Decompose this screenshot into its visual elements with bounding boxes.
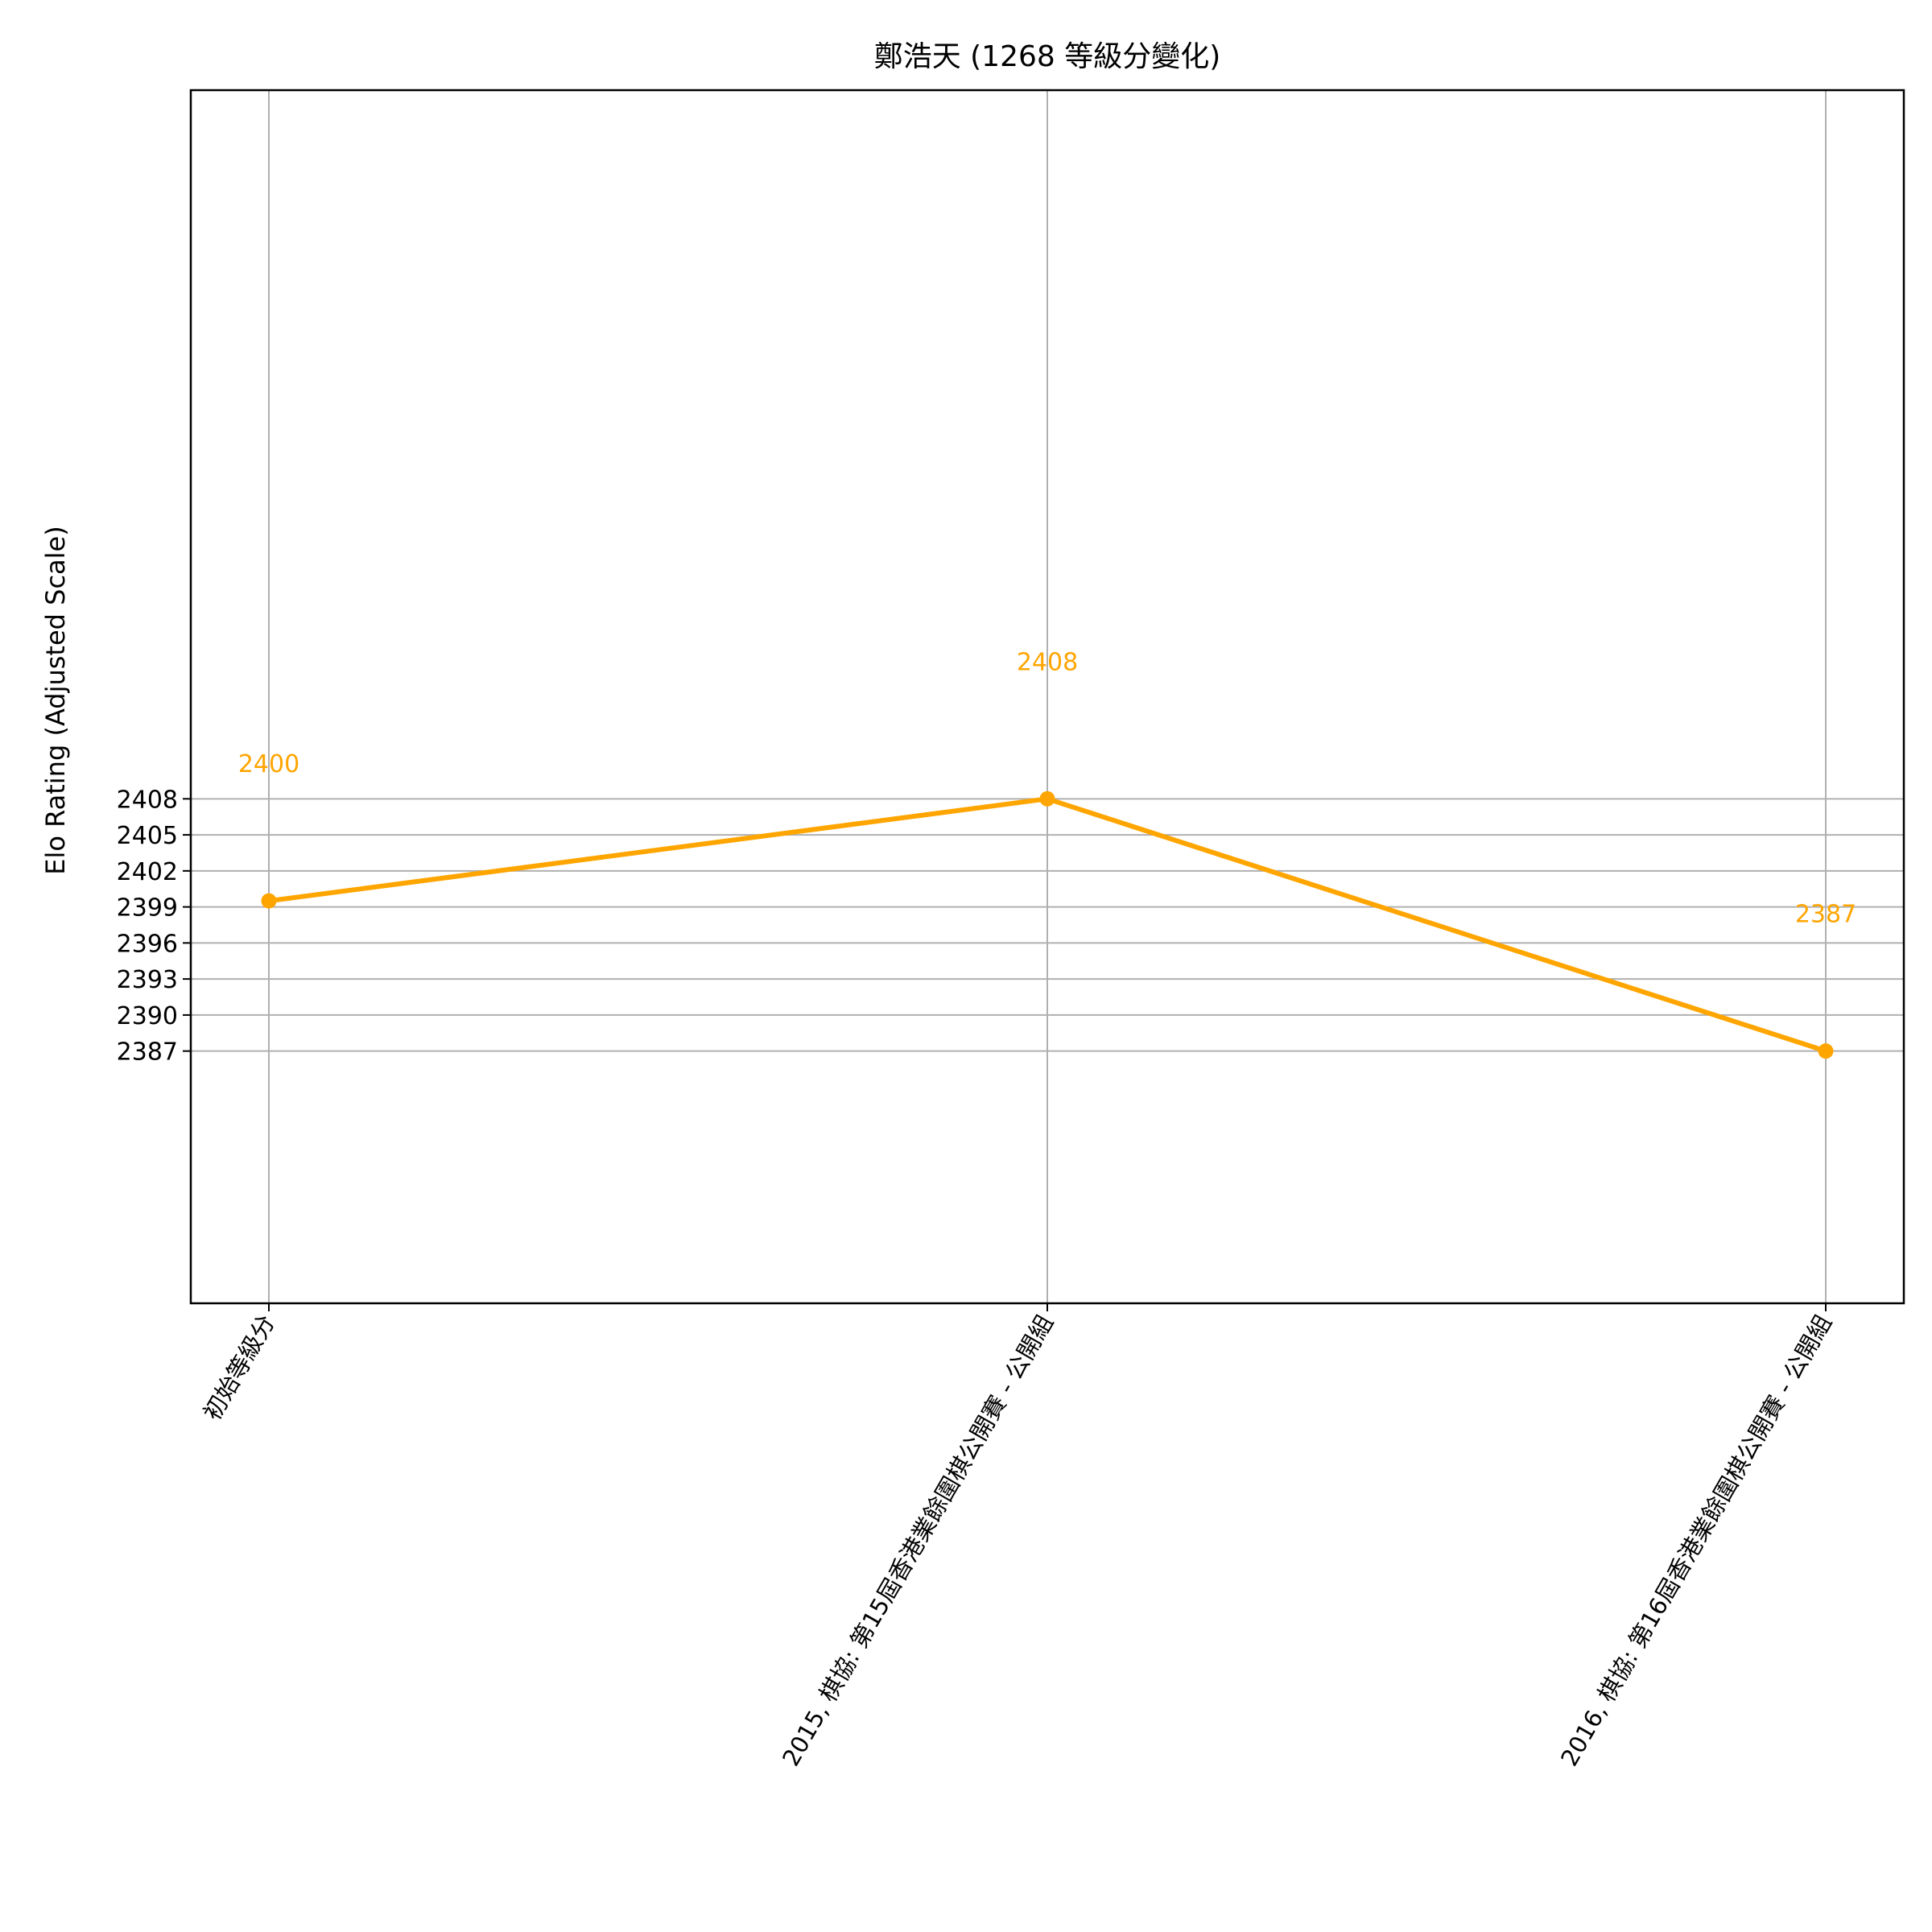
data-label: 2387	[1795, 901, 1856, 929]
data-label: 2408	[1017, 648, 1078, 676]
data-labels: 2400 2408 2387	[238, 648, 1856, 928]
grid-lines	[191, 90, 1904, 1303]
series-line-group	[261, 791, 1834, 1059]
y-tick-label: 2408	[117, 786, 178, 814]
y-tick-label: 2402	[117, 858, 178, 886]
plot-frame	[189, 89, 1905, 1305]
data-point	[1818, 1043, 1834, 1059]
y-tick-label: 2405	[117, 822, 178, 850]
y-tick-label: 2396	[117, 930, 178, 958]
chart-title: 鄭浩天 (1268 等級分變化)	[874, 40, 1221, 73]
y-tick-label: 2393	[117, 966, 178, 994]
y-axis-label: Elo Rating (Adjusted Scale)	[40, 526, 71, 874]
y-tick-label: 2399	[117, 894, 178, 923]
y-tick-label: 2390	[117, 1002, 178, 1030]
data-point	[1039, 791, 1055, 807]
data-label: 2400	[238, 750, 299, 778]
data-point	[261, 893, 277, 909]
y-tick-label: 2387	[117, 1038, 178, 1067]
